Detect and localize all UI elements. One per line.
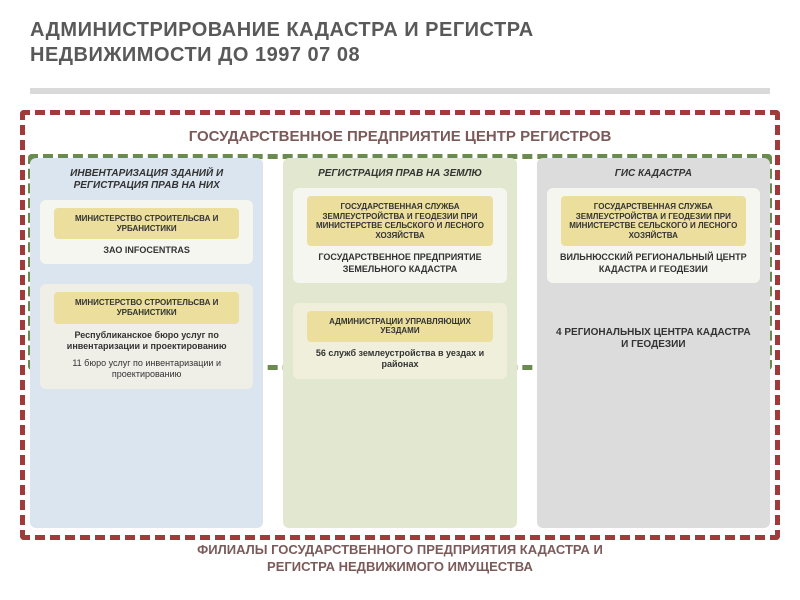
- col3-bottom-cap: 4 РЕГИОНАЛЬНЫХ ЦЕНТРА КАДАСТРА И ГЕОДЕЗИ…: [553, 327, 754, 352]
- col1-title: ИНВЕНТАРИЗАЦИЯ ЗДАНИЙ И РЕГИСТРАЦИЯ ПРАВ…: [40, 168, 253, 192]
- col1-bottom-block: МИНИСТЕРСТВО СТРОИТЕЛЬСВА И УРБАНИСТИКИ …: [40, 284, 253, 388]
- col2-title: РЕГИСТРАЦИЯ ПРАВ НА ЗЕМЛЮ: [318, 168, 482, 180]
- col2-top-cap: ГОСУДАРСТВЕННОЕ ПРЕДПРИЯТИЕ ЗЕМЕЛЬНОГО К…: [299, 252, 500, 275]
- title-line-2: НЕДВИЖИМОСТИ ДО 1997 07 08: [30, 44, 360, 66]
- col3-bottom-block: 4 РЕГИОНАЛЬНЫХ ЦЕНТРА КАДАСТРА И ГЕОДЕЗИ…: [547, 313, 760, 360]
- col2-top-sub: ГОСУДАРСТВЕННАЯ СЛУЖБА ЗЕМЛЕУСТРОЙСТВА И…: [307, 196, 492, 246]
- col2-top-block: ГОСУДАРСТВЕННАЯ СЛУЖБА ЗЕМЛЕУСТРОЙСТВА И…: [293, 188, 506, 283]
- col1-top-block: МИНИСТЕРСТВО СТРОИТЕЛЬСВА И УРБАНИСТИКИ …: [40, 200, 253, 264]
- divider: [30, 88, 770, 94]
- page-title: АДМИНИСТРИРОВАНИЕ КАДАСТРА И РЕГИСТРА НЕ…: [30, 18, 534, 68]
- col1-bottom-cap1: Республиканское бюро услуг по инвентариз…: [46, 330, 247, 353]
- col3-title: ГИС КАДАСТРА: [615, 168, 692, 180]
- columns-container: ИНВЕНТАРИЗАЦИЯ ЗДАНИЙ И РЕГИСТРАЦИЯ ПРАВ…: [30, 158, 770, 528]
- column-3: ГИС КАДАСТРА ГОСУДАРСТВЕННАЯ СЛУЖБА ЗЕМЛ…: [537, 158, 770, 528]
- col1-top-cap: ЗАО INFOCENTRAS: [46, 245, 247, 256]
- col2-bottom-cap: 56 служб землеустройства в уездах и райо…: [299, 348, 500, 371]
- title-line-1: АДМИНИСТРИРОВАНИЕ КАДАСТРА И РЕГИСТРА: [30, 19, 534, 41]
- col3-top-sub: ГОСУДАРСТВЕННАЯ СЛУЖБА ЗЕМЛЕУСТРОЙСТВА И…: [561, 196, 746, 246]
- column-2: РЕГИСТРАЦИЯ ПРАВ НА ЗЕМЛЮ ГОСУДАРСТВЕННА…: [283, 158, 516, 528]
- col2-bottom-block: АДМИНИСТРАЦИИ УПРАВЛЯЮЩИХ УЕЗДАМИ 56 слу…: [293, 303, 506, 379]
- col2-bottom-sub: АДМИНИСТРАЦИИ УПРАВЛЯЮЩИХ УЕЗДАМИ: [307, 311, 492, 342]
- center-header: ГОСУДАРСТВЕННОЕ ПРЕДПРИЯТИЕ ЦЕНТР РЕГИСТ…: [0, 128, 800, 145]
- footer-line-1: ФИЛИАЛЫ ГОСУДАРСТВЕННОГО ПРЕДПРИЯТИЯ КАД…: [197, 542, 603, 557]
- col1-top-sub: МИНИСТЕРСТВО СТРОИТЕЛЬСВА И УРБАНИСТИКИ: [54, 208, 239, 239]
- col1-bottom-cap2: 11 бюро услуг по инвентаризации и проект…: [46, 358, 247, 381]
- col3-top-block: ГОСУДАРСТВЕННАЯ СЛУЖБА ЗЕМЛЕУСТРОЙСТВА И…: [547, 188, 760, 283]
- column-1: ИНВЕНТАРИЗАЦИЯ ЗДАНИЙ И РЕГИСТРАЦИЯ ПРАВ…: [30, 158, 263, 528]
- footer-line-2: РЕГИСТРА НЕДВИЖИМОГО ИМУЩЕСТВА: [267, 559, 533, 574]
- footer-label: ФИЛИАЛЫ ГОСУДАРСТВЕННОГО ПРЕДПРИЯТИЯ КАД…: [0, 542, 800, 576]
- col1-bottom-sub: МИНИСТЕРСТВО СТРОИТЕЛЬСВА И УРБАНИСТИКИ: [54, 292, 239, 323]
- col3-top-cap: ВИЛЬНЮССКИЙ РЕГИОНАЛЬНЫЙ ЦЕНТР КАДАСТРА …: [553, 252, 754, 275]
